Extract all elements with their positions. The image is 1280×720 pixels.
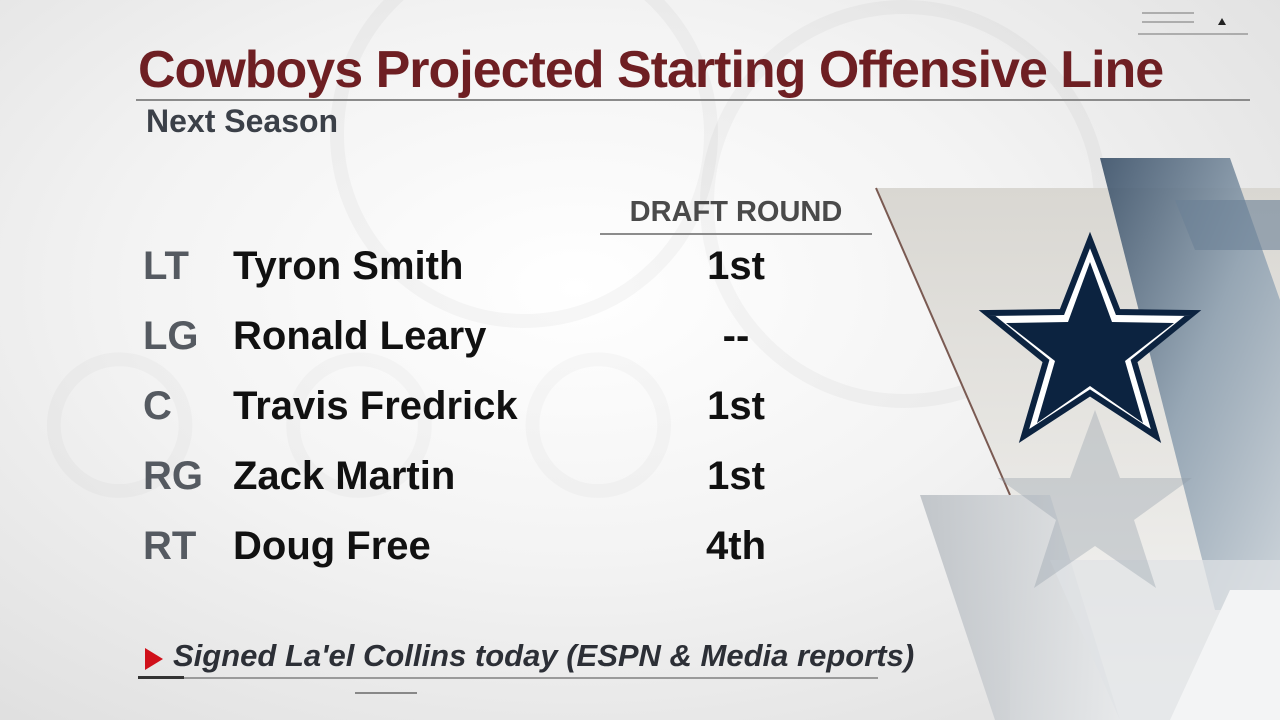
table-row: RG Zack Martin 1st — [0, 454, 900, 504]
player-name: Ronald Leary — [233, 314, 487, 358]
footnote-text: Signed La'el Collins today (ESPN & Media… — [173, 638, 915, 673]
draft-round-value: 1st — [707, 454, 765, 498]
page-title: Cowboys Projected Starting Offensive Lin… — [138, 41, 1164, 99]
footnote-divider-accent — [138, 676, 184, 679]
table-row: LG Ronald Leary -- — [0, 314, 900, 364]
position-label: LT — [143, 244, 189, 288]
player-name: Travis Fredrick — [233, 384, 518, 428]
draft-round-value: 1st — [707, 384, 765, 428]
menu-arrow-icon — [1138, 12, 1248, 35]
red-triangle-icon — [145, 647, 163, 670]
column-header-divider — [600, 233, 872, 235]
position-label: RG — [143, 454, 203, 498]
table-row: C Travis Fredrick 1st — [0, 384, 900, 434]
position-label: C — [143, 384, 172, 428]
player-name: Doug Free — [233, 524, 431, 568]
player-name: Tyron Smith — [233, 244, 464, 288]
draft-round-column-header: DRAFT ROUND — [629, 196, 843, 228]
draft-round-value: -- — [722, 314, 750, 358]
title-divider — [136, 99, 1250, 101]
bottom-divider — [355, 692, 417, 694]
footnote: Signed La'el Collins today (ESPN & Media… — [145, 638, 914, 674]
table-row: LT Tyron Smith 1st — [0, 244, 900, 294]
player-name: Zack Martin — [233, 454, 456, 498]
position-label: RT — [143, 524, 197, 568]
draft-round-value: 4th — [706, 524, 766, 568]
position-label: LG — [143, 314, 199, 358]
page-subtitle: Next Season — [146, 103, 339, 139]
table-row: RT Doug Free 4th — [0, 524, 900, 574]
footnote-divider — [138, 677, 878, 679]
draft-round-value: 1st — [707, 244, 765, 288]
